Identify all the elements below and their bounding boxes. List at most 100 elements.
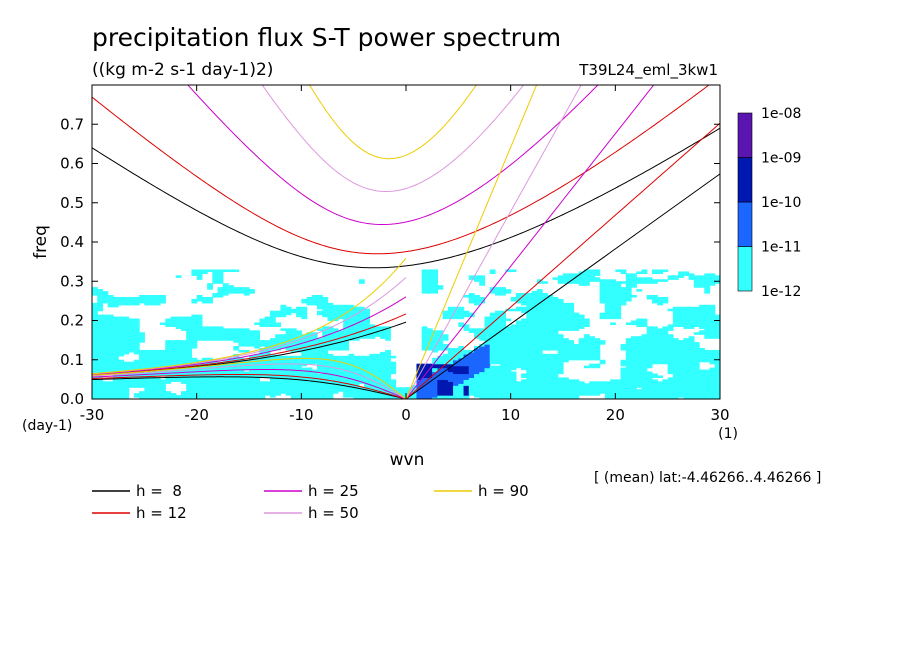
power-cell [170,320,177,324]
power-cell [615,381,622,384]
power-cell [154,351,161,355]
power-cell [453,357,459,361]
power-cell [625,275,632,278]
power-cell [552,298,559,302]
power-cell [269,320,276,324]
power-cell [243,340,250,343]
power-cell [107,355,114,359]
power-cell [463,310,470,314]
power-cell [599,283,606,286]
power-cell [97,349,104,353]
power-cell [489,357,496,361]
power-cell [594,349,601,353]
power-cell [97,336,104,339]
power-cell [301,340,308,343]
power-cell [191,340,198,343]
power-cell [510,344,517,347]
power-cell [536,296,543,300]
power-cell [714,383,720,386]
power-cell [693,355,700,359]
power-cell [311,355,318,359]
power-cell [583,269,590,273]
power-cell [154,393,161,396]
power-cell [222,397,229,399]
power-cell [631,283,637,286]
power-cell [233,291,240,294]
power-cell [709,324,716,327]
power-cell [285,375,292,379]
power-cell [275,314,281,318]
power-cell [484,381,491,384]
power-cell [107,316,114,320]
power-cell [102,395,109,398]
power-cell [170,344,177,347]
power-cell [426,334,433,337]
power-cell [714,379,720,382]
power-cell [322,355,329,359]
power-cell [631,275,637,278]
power-cell [285,332,292,335]
power-cell [228,269,234,273]
power-cell [139,395,145,398]
power-cell [563,340,569,343]
power-cell [479,334,486,337]
power-cell [489,332,496,335]
power-cell [332,391,339,394]
power-cell [615,298,622,302]
power-cell [489,351,496,355]
power-cell [557,314,564,318]
power-cell [102,342,109,345]
power-cell [212,379,219,382]
power-cell [254,389,261,392]
power-cell [390,355,397,359]
power-cell [699,314,705,318]
power-cell [678,375,684,379]
power-cell [186,320,193,324]
power-cell [583,318,590,322]
power-cell [505,377,512,380]
power-cell [175,322,182,326]
power-cell [102,296,109,300]
power-cell [123,349,130,353]
x-tick-label: 0 [401,406,411,424]
power-cell [557,346,564,349]
dispersion-curve [92,313,407,376]
power-cell [128,328,135,331]
power-cell [160,363,166,367]
power-cell [437,361,444,365]
power-cell [458,395,465,398]
power-cell [139,351,145,355]
power-cell [678,385,684,388]
power-cell [133,298,140,302]
power-cell [494,324,501,327]
power-cell [133,322,140,326]
power-cell [437,330,444,333]
power-cell [693,373,700,377]
power-cell [259,381,266,384]
power-cell [458,353,465,357]
power-cell [667,371,674,375]
power-cell [557,344,564,347]
power-cell [432,334,438,337]
power-cell [474,351,480,355]
power-cell [353,338,360,341]
power-cell [118,332,124,335]
power-cell [646,338,653,341]
power-cell [547,363,554,367]
power-cell [343,375,350,379]
power-cell [479,338,486,341]
power-cell [458,393,465,396]
power-cell [175,395,182,398]
power-cell [343,377,350,380]
power-cell [683,389,690,392]
power-cell [484,320,491,324]
power-cell [552,389,559,392]
power-cell [547,389,554,392]
power-cell [688,355,695,359]
power-cell [536,393,543,396]
power-cell [510,359,517,363]
power-cell [275,383,281,386]
power-cell [442,377,449,380]
power-cell [191,271,198,274]
power-cell [479,371,486,375]
